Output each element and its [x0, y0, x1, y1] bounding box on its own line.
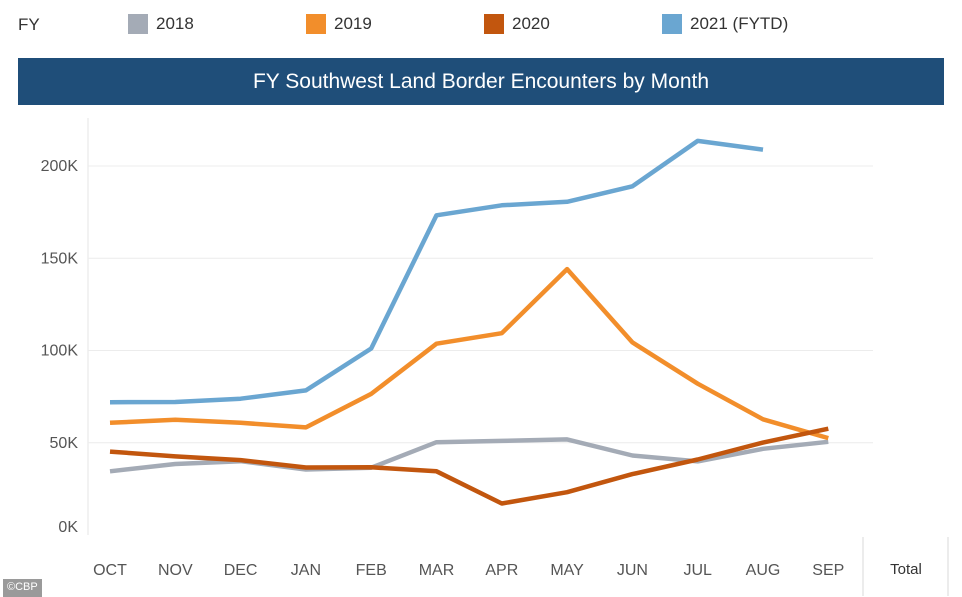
- legend-title: FY: [18, 15, 40, 34]
- legend-item-2018[interactable]: 2018: [128, 13, 194, 35]
- series-line-2021-fytd[interactable]: [109, 138, 764, 405]
- image-credit: ©CBP: [3, 579, 42, 597]
- x-tick-label-jul: JUL: [683, 562, 712, 579]
- x-tick-label-jan: JAN: [291, 562, 321, 579]
- x-tick-label-sep: SEP: [812, 562, 844, 579]
- legend-swatch: [306, 14, 326, 34]
- x-tick-label-may: MAY: [550, 562, 584, 579]
- x-tick-label-feb: FEB: [356, 562, 387, 579]
- legend-label: 2020: [512, 14, 550, 33]
- total-column: Total: [862, 537, 949, 596]
- x-tick-label-nov: NOV: [158, 562, 193, 579]
- x-tick-label-mar: MAR: [419, 562, 455, 579]
- legend: FY 2018 2019 2020 2021 (FYTD): [0, 0, 962, 50]
- legend-item-2019[interactable]: 2019: [306, 13, 372, 35]
- y-tick-label: 0K: [58, 519, 78, 536]
- y-axis: 0K 50K 100K 150K 200K: [41, 158, 79, 536]
- gridlines: [87, 118, 873, 535]
- series-lines: [109, 138, 829, 506]
- chart-title: FY Southwest Land Border Encounters by M…: [252, 69, 710, 93]
- chart-title-bar: FY Southwest Land Border Encounters by M…: [18, 58, 944, 105]
- x-tick-label-aug: AUG: [746, 562, 781, 579]
- x-axis: OCT NOV DEC JAN FEB MAR APR MAY JUN JUL AUG SEP: [93, 562, 844, 579]
- x-tick-label-oct: OCT: [93, 562, 127, 579]
- legend-swatch: [662, 14, 682, 34]
- legend-item-2020[interactable]: 2020: [484, 13, 550, 35]
- series-line-2019[interactable]: [109, 266, 829, 441]
- x-tick-label-apr: APR: [485, 562, 518, 579]
- legend-label: 2019: [334, 14, 372, 33]
- total-label[interactable]: Total: [890, 561, 922, 578]
- series-line-2020[interactable]: [109, 426, 829, 506]
- legend-label: 2018: [156, 14, 194, 33]
- legend-swatch: [128, 14, 148, 34]
- x-tick-label-jun: JUN: [617, 562, 648, 579]
- legend-label: 2021 (FYTD): [690, 14, 789, 33]
- legend-item-2021-fytd[interactable]: 2021 (FYTD): [662, 13, 788, 35]
- legend-swatch: [484, 14, 504, 34]
- y-tick-label: 100K: [41, 343, 79, 360]
- y-tick-label: 150K: [41, 250, 79, 267]
- x-tick-label-dec: DEC: [224, 562, 258, 579]
- y-tick-label: 200K: [41, 158, 79, 175]
- y-tick-label: 50K: [50, 435, 79, 452]
